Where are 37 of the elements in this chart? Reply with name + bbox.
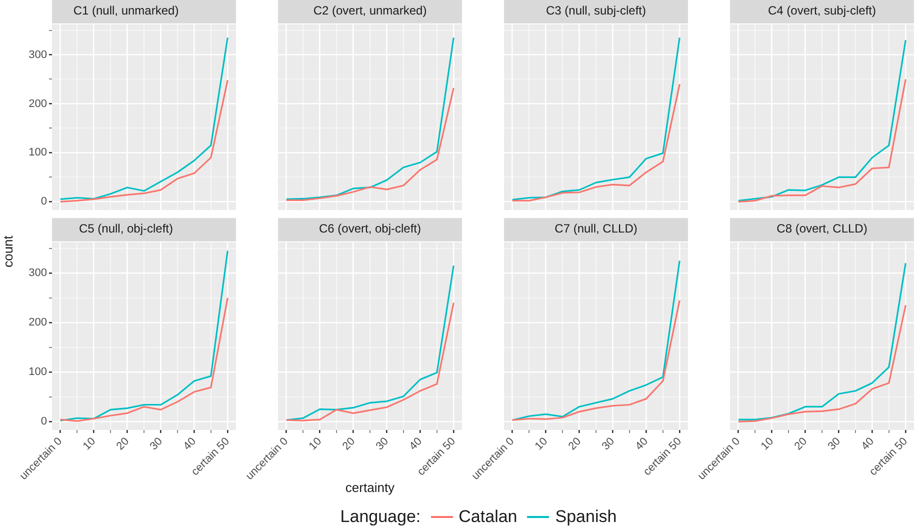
- y-tick-label: 100: [28, 366, 47, 378]
- y-tick-label: 200: [28, 98, 47, 110]
- chart-title: C5 (null, obj-cleft): [78, 222, 174, 236]
- y-axis-title: count: [0, 235, 16, 267]
- chart-title: C2 (overt, unmarked): [313, 4, 427, 18]
- x-tick-label: 10: [306, 435, 324, 453]
- chart-title: C1 (null, unmarked): [73, 4, 179, 18]
- x-tick-label: 30: [826, 435, 843, 453]
- y-tick-label: 200: [28, 316, 47, 329]
- y-tick-label: 300: [28, 267, 47, 280]
- chart-title: C6 (overt, obj-cleft): [318, 222, 422, 236]
- x-tick-label: 10: [532, 435, 550, 453]
- y-tick-label: 300: [28, 48, 47, 61]
- x-tick-label: 40: [181, 435, 198, 453]
- x-tick-label: 30: [600, 435, 617, 453]
- legend-label: Catalan: [458, 507, 518, 527]
- x-tick-label: 10: [80, 435, 98, 453]
- chart-title: C3 (null, subj-cleft): [546, 4, 646, 18]
- x-tick-label: 20: [340, 435, 358, 453]
- y-tick-label: 0: [40, 416, 47, 428]
- chart-title: C7 (null, CLLD): [554, 222, 638, 236]
- chart-title: C4 (overt, subj-cleft): [768, 4, 876, 18]
- x-tick-label: 40: [407, 435, 424, 453]
- chart-title: C8 (overt, CLLD): [776, 222, 868, 236]
- x-tick-label: 10: [758, 435, 776, 453]
- x-tick-label: 30: [148, 435, 165, 453]
- x-tick-label: 20: [114, 435, 132, 453]
- x-tick-label: 20: [792, 435, 810, 453]
- legend-label: Spanish: [555, 507, 617, 527]
- x-tick-label: 40: [633, 435, 650, 453]
- x-tick-label: 30: [374, 435, 391, 453]
- x-tick-label: 20: [566, 435, 584, 453]
- legend-title: Language:: [340, 507, 421, 527]
- y-tick-label: 0: [40, 196, 47, 208]
- x-axis-title: certainty: [345, 480, 395, 495]
- y-tick-label: 100: [28, 146, 47, 159]
- x-tick-label: 40: [859, 435, 876, 453]
